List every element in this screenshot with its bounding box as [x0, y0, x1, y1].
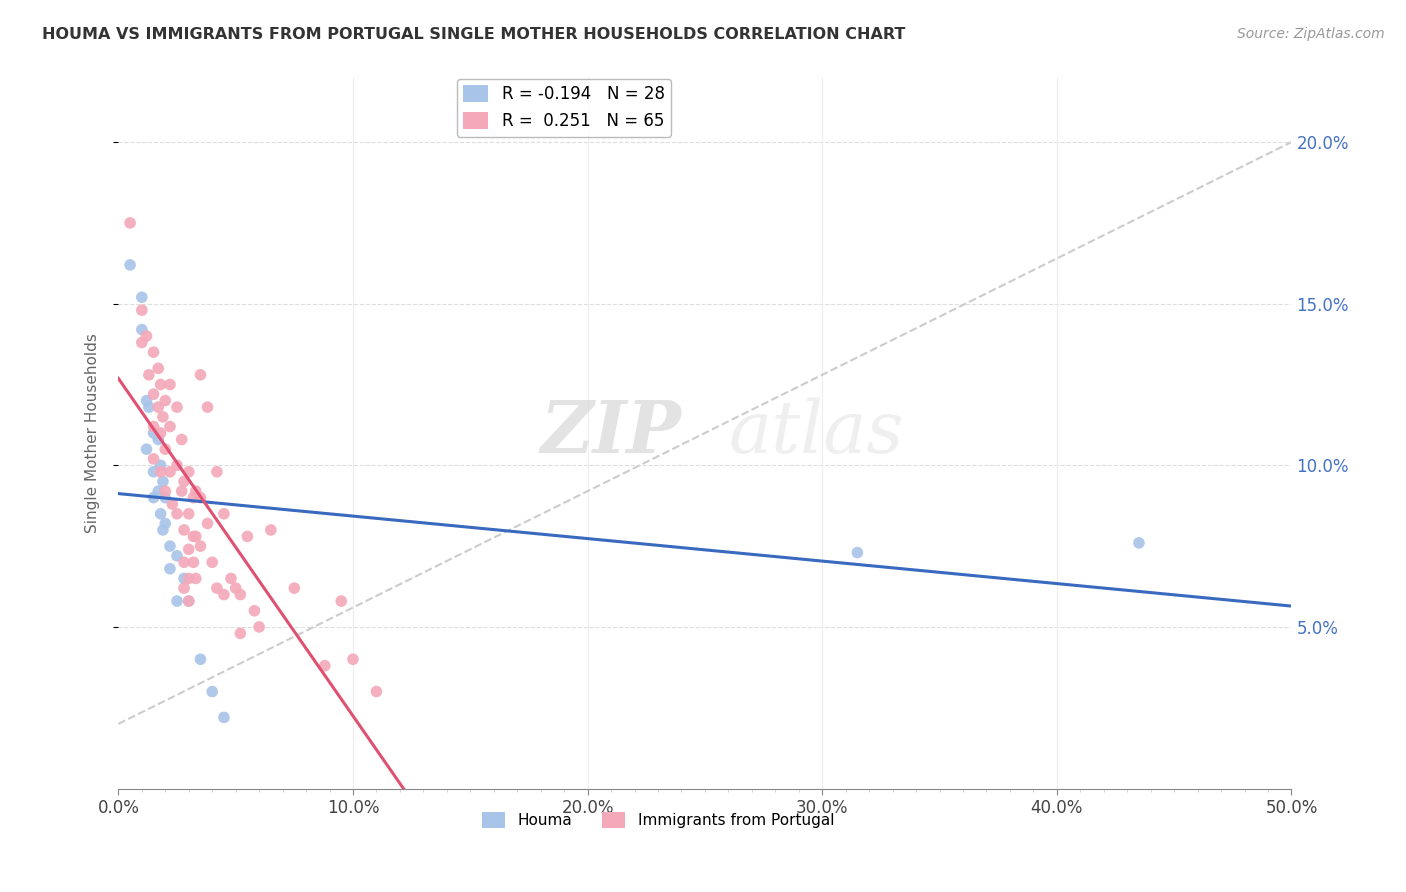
- Point: [170, 484, 193, 499]
- Point: [173, 475, 195, 489]
- Point: [170, 433, 193, 447]
- Point: [142, 451, 165, 466]
- Point: [149, 425, 172, 440]
- Point: [229, 588, 252, 602]
- Point: [142, 491, 165, 505]
- Point: [162, 497, 184, 511]
- Point: [190, 368, 212, 382]
- Point: [131, 303, 153, 318]
- Point: [149, 507, 172, 521]
- Point: [148, 400, 170, 414]
- Point: [155, 442, 177, 457]
- Point: [366, 684, 388, 698]
- Point: [205, 581, 228, 595]
- Point: [166, 458, 188, 473]
- Point: [243, 604, 266, 618]
- Point: [155, 491, 177, 505]
- Point: [131, 322, 153, 336]
- Point: [131, 290, 153, 304]
- Point: [846, 545, 869, 559]
- Point: [177, 542, 200, 557]
- Point: [138, 400, 160, 414]
- Point: [138, 368, 160, 382]
- Point: [183, 491, 205, 505]
- Point: [173, 581, 195, 595]
- Point: [152, 475, 174, 489]
- Point: [155, 484, 177, 499]
- Point: [190, 539, 212, 553]
- Point: [166, 507, 188, 521]
- Y-axis label: Single Mother Households: Single Mother Households: [86, 333, 100, 533]
- Point: [166, 549, 188, 563]
- Point: [314, 658, 336, 673]
- Point: [184, 571, 207, 585]
- Point: [155, 516, 177, 531]
- Point: [330, 594, 353, 608]
- Point: [159, 465, 181, 479]
- Point: [149, 458, 172, 473]
- Point: [190, 491, 212, 505]
- Point: [183, 555, 205, 569]
- Point: [201, 555, 224, 569]
- Point: [120, 258, 142, 272]
- Point: [184, 529, 207, 543]
- Point: [159, 539, 181, 553]
- Point: [142, 465, 165, 479]
- Point: [183, 529, 205, 543]
- Point: [197, 516, 219, 531]
- Point: [149, 377, 172, 392]
- Point: [205, 465, 228, 479]
- Point: [135, 393, 157, 408]
- Point: [135, 329, 157, 343]
- Point: [142, 419, 165, 434]
- Point: [225, 581, 247, 595]
- Point: [212, 710, 235, 724]
- Legend: Houma, Immigrants from Portugal: Houma, Immigrants from Portugal: [475, 806, 841, 834]
- Point: [229, 626, 252, 640]
- Point: [212, 588, 235, 602]
- Point: [177, 594, 200, 608]
- Text: ZIP: ZIP: [540, 398, 682, 468]
- Point: [260, 523, 283, 537]
- Point: [152, 409, 174, 424]
- Point: [212, 507, 235, 521]
- Point: [149, 465, 172, 479]
- Text: HOUMA VS IMMIGRANTS FROM PORTUGAL SINGLE MOTHER HOUSEHOLDS CORRELATION CHART: HOUMA VS IMMIGRANTS FROM PORTUGAL SINGLE…: [42, 27, 905, 42]
- Point: [142, 345, 165, 359]
- Point: [159, 377, 181, 392]
- Point: [184, 484, 207, 499]
- Text: Source: ZipAtlas.com: Source: ZipAtlas.com: [1237, 27, 1385, 41]
- Point: [219, 571, 242, 585]
- Point: [173, 555, 195, 569]
- Point: [148, 433, 170, 447]
- Point: [152, 523, 174, 537]
- Point: [155, 393, 177, 408]
- Point: [148, 361, 170, 376]
- Point: [148, 484, 170, 499]
- Point: [201, 684, 224, 698]
- Point: [177, 507, 200, 521]
- Text: atlas: atlas: [728, 398, 904, 468]
- Point: [283, 581, 305, 595]
- Point: [177, 594, 200, 608]
- Point: [177, 465, 200, 479]
- Point: [142, 387, 165, 401]
- Point: [1128, 536, 1150, 550]
- Point: [236, 529, 259, 543]
- Point: [159, 419, 181, 434]
- Point: [190, 652, 212, 666]
- Point: [247, 620, 270, 634]
- Point: [159, 562, 181, 576]
- Point: [166, 400, 188, 414]
- Point: [173, 571, 195, 585]
- Point: [135, 442, 157, 457]
- Point: [342, 652, 364, 666]
- Point: [120, 216, 142, 230]
- Point: [197, 400, 219, 414]
- Point: [142, 425, 165, 440]
- Point: [173, 523, 195, 537]
- Point: [177, 571, 200, 585]
- Point: [166, 594, 188, 608]
- Point: [131, 335, 153, 350]
